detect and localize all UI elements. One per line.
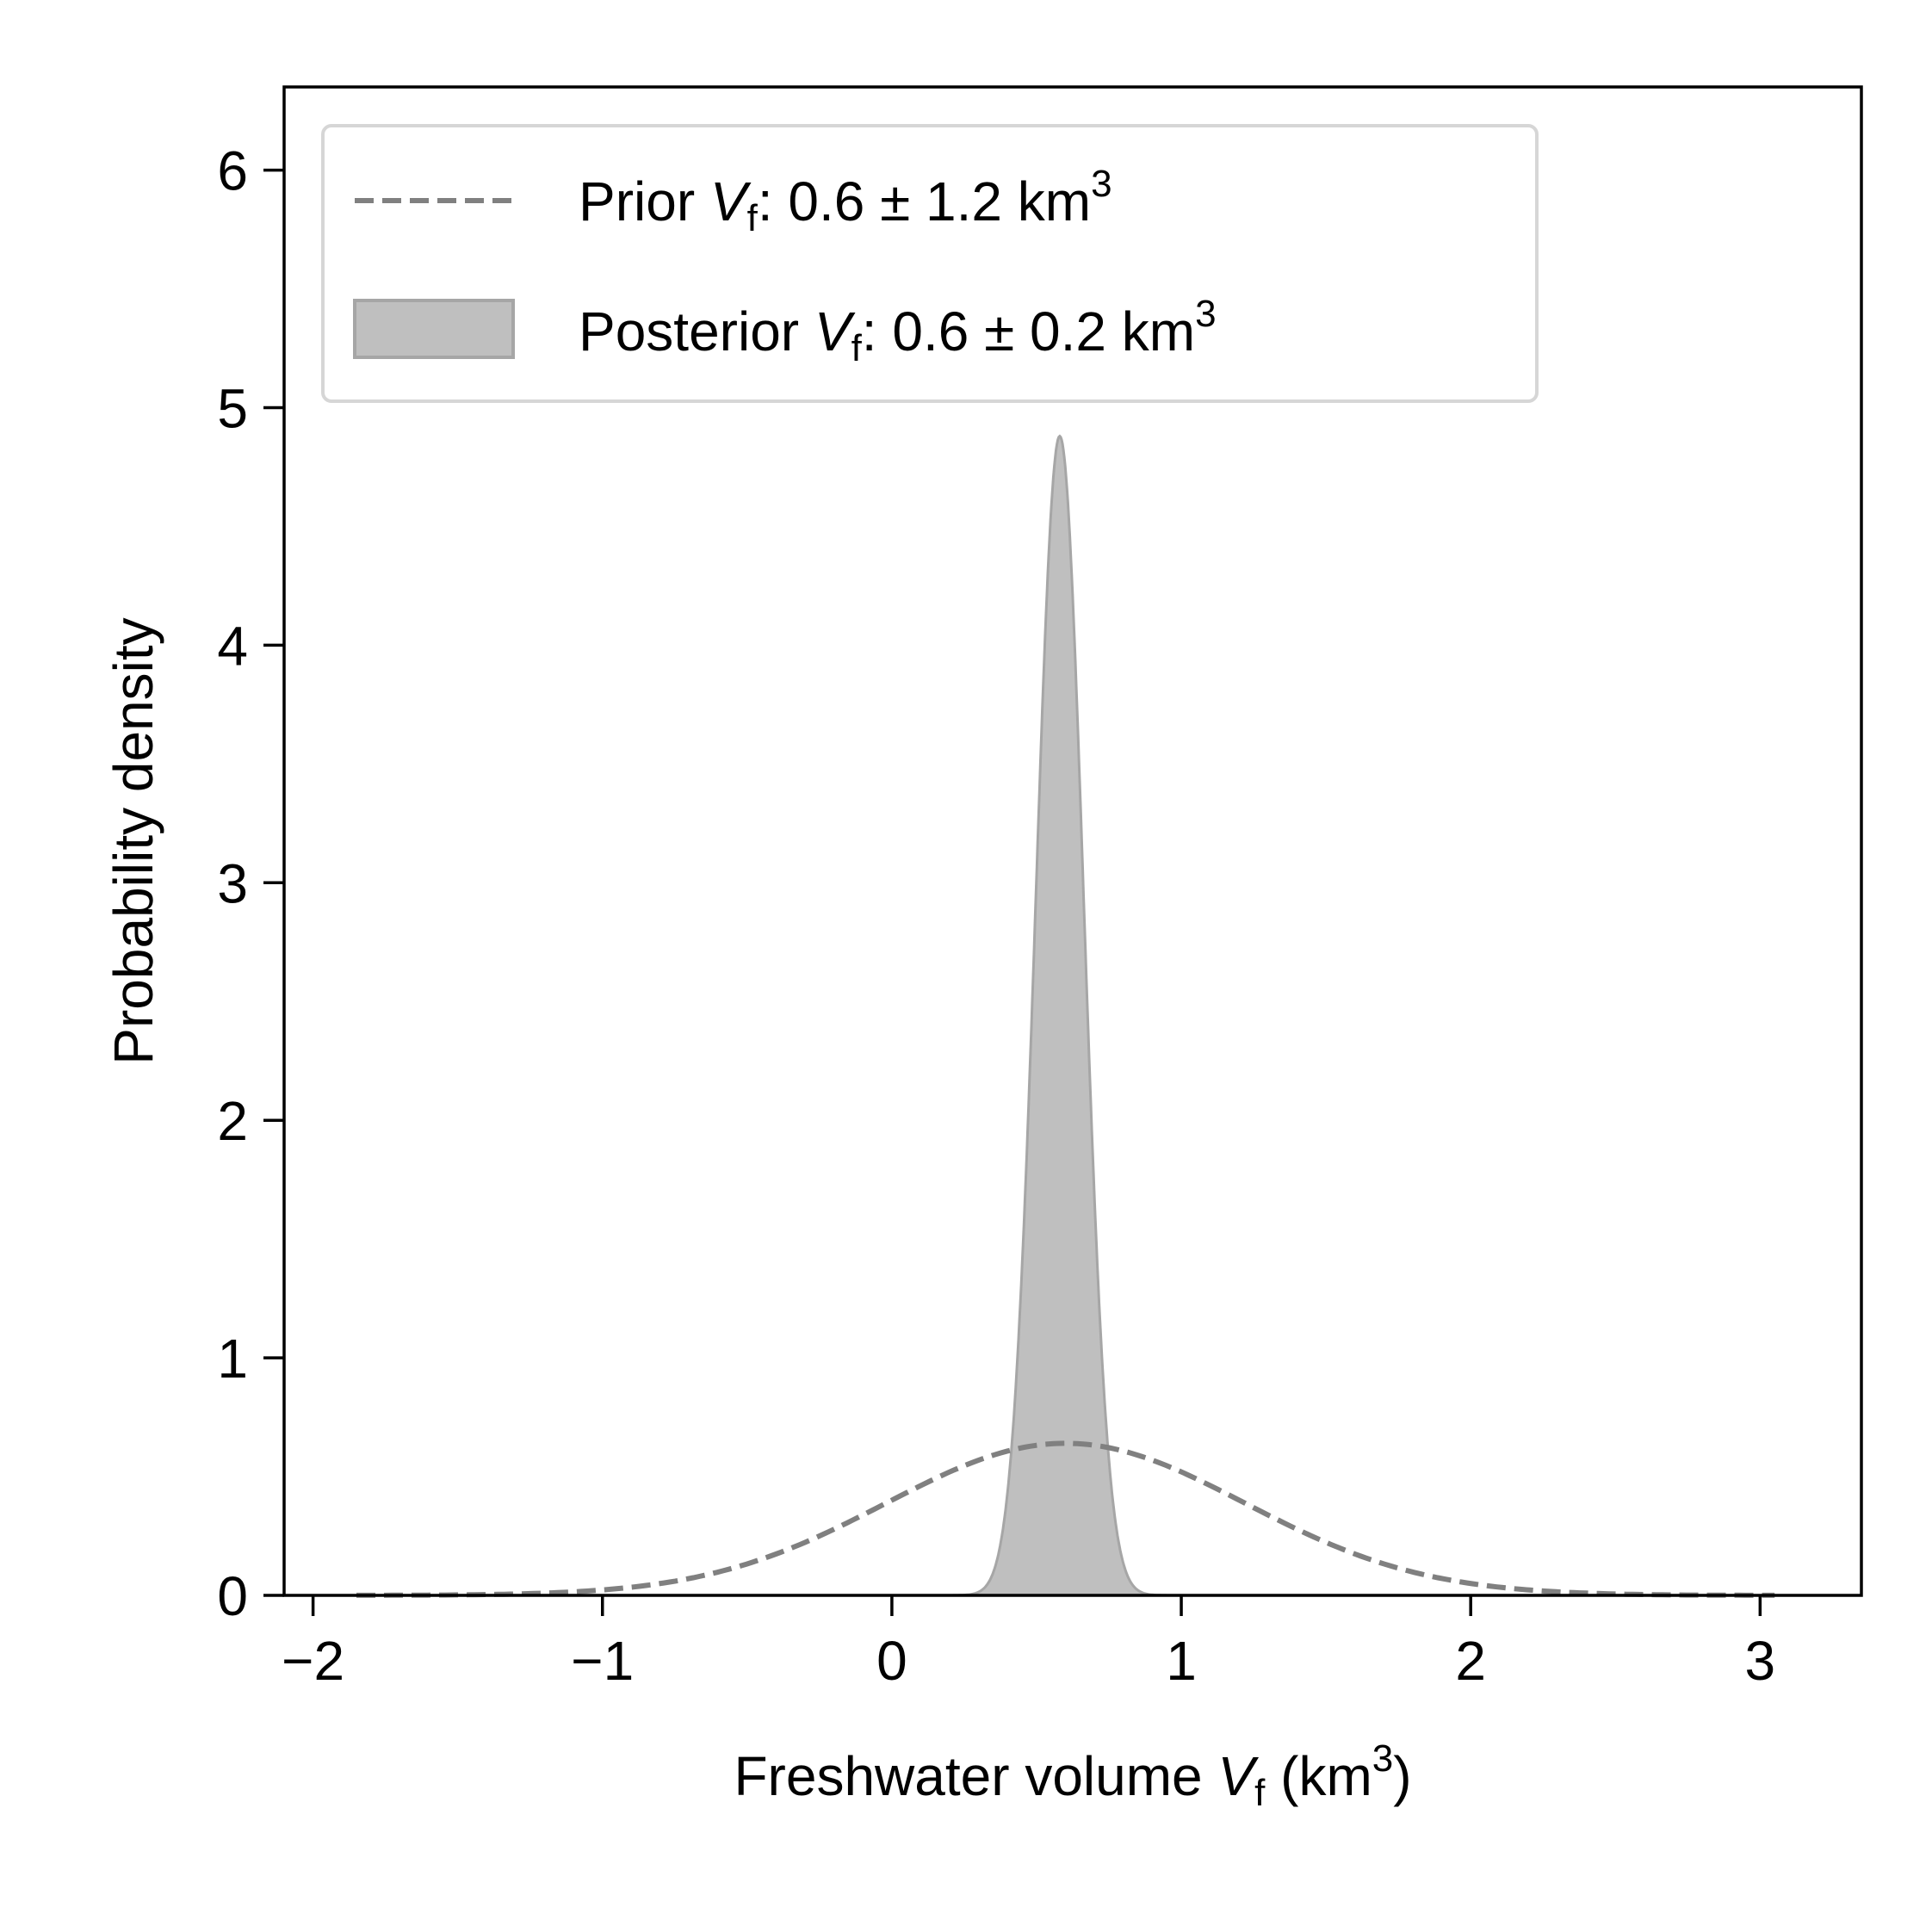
prior-density-line bbox=[356, 1440, 1775, 1598]
x-tick-label: 1 bbox=[1166, 1630, 1197, 1692]
y-tick-label: 3 bbox=[217, 852, 248, 914]
x-tick-label: −2 bbox=[282, 1630, 344, 1692]
x-tick-label: 0 bbox=[876, 1630, 907, 1692]
x-tick-label: 3 bbox=[1745, 1630, 1776, 1692]
y-tick-label: 0 bbox=[217, 1565, 248, 1627]
x-tick-label: 2 bbox=[1455, 1630, 1486, 1692]
legend-posterior-label: Posterior Vf: 0.6 ± 0.2 km3 bbox=[579, 293, 1217, 369]
y-axis-ticks: 0 1 2 3 4 5 6 bbox=[217, 140, 284, 1627]
y-axis-label: Probability density bbox=[102, 617, 164, 1064]
legend-prior-label: Prior Vf: 0.6 ± 1.2 km3 bbox=[579, 163, 1112, 239]
legend-posterior-swatch bbox=[353, 299, 515, 359]
y-tick-label: 6 bbox=[217, 140, 248, 202]
posterior-density-area bbox=[950, 434, 1170, 1597]
y-tick-label: 1 bbox=[217, 1328, 248, 1390]
x-tick-label: −1 bbox=[571, 1630, 634, 1692]
y-tick-label: 2 bbox=[217, 1090, 248, 1152]
axes-frame bbox=[282, 85, 1863, 1597]
series-layer bbox=[356, 434, 1775, 1598]
y-tick-label: 5 bbox=[217, 377, 248, 439]
legend-frame bbox=[321, 124, 1539, 403]
y-tick-label: 4 bbox=[217, 615, 248, 677]
x-axis-ticks: −2 −1 0 1 2 3 bbox=[282, 1595, 1775, 1692]
x-axis-label: Freshwater volume Vf (km3) bbox=[734, 1737, 1411, 1814]
legend: Prior Vf: 0.6 ± 1.2 km3 Posterior Vf: 0.… bbox=[321, 124, 1539, 403]
